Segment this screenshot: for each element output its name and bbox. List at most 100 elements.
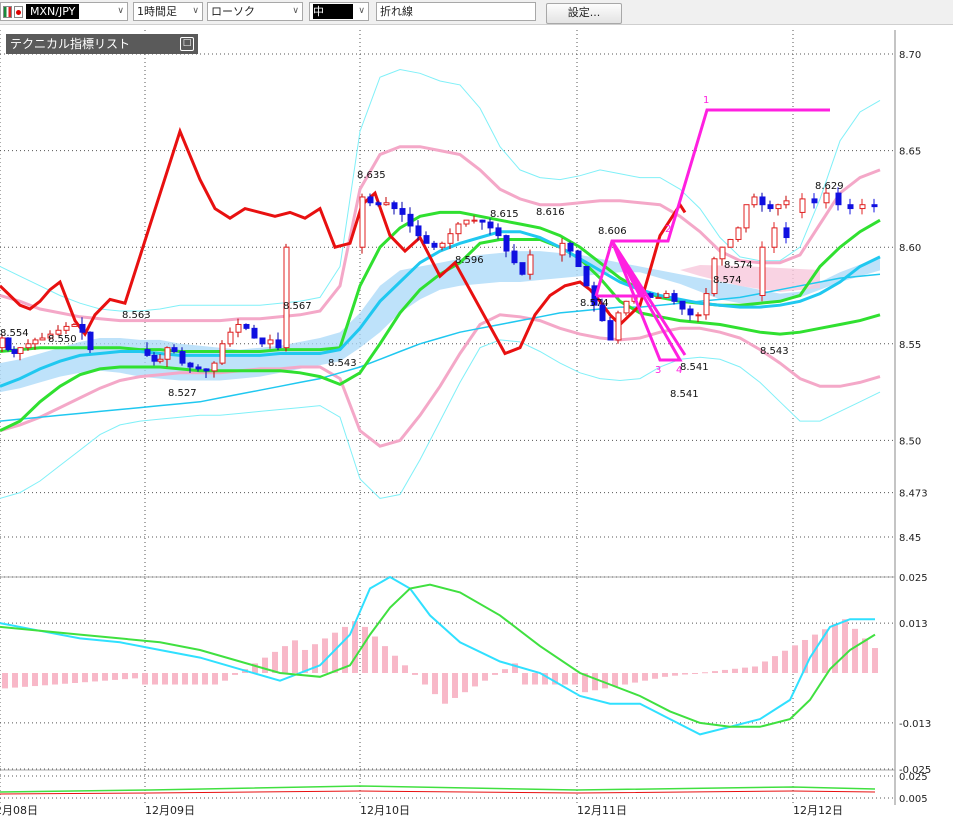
candle-up (219, 343, 226, 364)
price-annotation: 8.574 (580, 298, 609, 309)
candle-down (179, 351, 186, 364)
macd-histogram-bar (692, 673, 698, 674)
candle-up (771, 227, 778, 248)
macd-histogram-bar (122, 673, 128, 680)
settings-button[interactable]: 設定... (546, 3, 622, 24)
macd-histogram-bar (822, 629, 828, 673)
price-annotation: 8.574 (724, 260, 753, 271)
macd-histogram-bar (642, 673, 648, 681)
candle-up (727, 238, 734, 248)
candle-down (431, 242, 438, 248)
sub-y-tick-label: 0.005 (899, 794, 928, 805)
candle-up (711, 258, 718, 295)
macd-histogram-bar (662, 673, 668, 677)
macd-histogram-bar (522, 673, 528, 685)
pattern-label-1: 1 (703, 95, 709, 106)
candle-up (663, 293, 670, 298)
candle-up (55, 329, 62, 335)
candle-down (407, 213, 414, 227)
macd-histogram-bar (352, 621, 358, 673)
indicator-list-title: テクニカル指標リスト (10, 37, 131, 51)
overlay-type-select[interactable]: 折れ線 (376, 2, 536, 21)
candle-up (615, 312, 622, 341)
macd-histogram-bar (312, 644, 318, 673)
candle-up (283, 246, 290, 349)
macd-histogram-bar (592, 673, 598, 691)
candle-up (751, 196, 758, 206)
macd-histogram-bar (412, 673, 418, 675)
macd-histogram-bar (202, 673, 208, 685)
candle-down (171, 347, 178, 353)
candle-up (559, 242, 566, 256)
candle-up (235, 323, 242, 333)
macd-histogram-bar (672, 673, 678, 676)
macd-panel: 0.025 0.013 -0.013 -0.025 (0, 573, 931, 776)
macd-histogram-bar (732, 668, 738, 673)
candle-up (463, 219, 470, 225)
macd-histogram-bar (442, 673, 448, 704)
candle-down (423, 235, 430, 244)
candle-up (211, 362, 218, 372)
candle-up (719, 246, 726, 260)
candle-up (735, 227, 742, 240)
macd-histogram-bar (482, 673, 488, 681)
macd-histogram-bar (142, 673, 148, 685)
macd-histogram-bar (382, 646, 388, 673)
price-annotation: 8.543 (328, 358, 357, 369)
macd-histogram-bar (192, 673, 198, 685)
candle-down (367, 196, 374, 204)
chart-type-select[interactable]: ローソク ∨ (207, 2, 303, 21)
macd-histogram-bar (102, 673, 108, 681)
candle-down (567, 242, 574, 252)
price-annotation: 8.606 (598, 226, 627, 237)
candle-down (759, 196, 766, 206)
macd-histogram-bar (422, 673, 428, 685)
macd-histogram-bar (492, 673, 498, 675)
macd-histogram-bar (512, 663, 518, 673)
candle-up (775, 204, 782, 210)
macd-histogram-bar (322, 638, 328, 673)
macd-histogram-bar (562, 673, 568, 685)
macd-histogram-bar (332, 632, 338, 673)
pattern-label-4: 4 (676, 365, 682, 376)
candle-up (455, 223, 462, 235)
macd-histogram-bar (272, 651, 278, 673)
candle-down (79, 323, 86, 333)
macd-histogram-bar (232, 673, 238, 675)
candle-up (157, 358, 164, 362)
macd-histogram-bar (852, 628, 858, 673)
candle-down (575, 250, 582, 268)
macd-histogram-bar (872, 648, 878, 673)
candle-up (267, 339, 274, 345)
macd-histogram-bar (502, 669, 508, 673)
japan-flag-icon (14, 6, 23, 18)
macd-y-tick-label: -0.013 (899, 719, 931, 730)
bollinger-upper-1 (0, 145, 881, 323)
currency-pair-select[interactable]: MXN/JPY ∨ (0, 2, 128, 21)
candle-up (227, 331, 234, 345)
y-tick-label: 8.473 (899, 489, 928, 500)
minimize-icon[interactable]: □ (180, 37, 194, 51)
macd-histogram-bar (52, 673, 58, 685)
chevron-down-icon: ∨ (117, 6, 124, 16)
candlesticks (0, 187, 878, 379)
macd-histogram-bar (762, 661, 768, 673)
candle-down (375, 202, 382, 206)
macd-histogram-bar (462, 673, 468, 693)
macd-histogram-bar (212, 673, 218, 685)
timeframe-select[interactable]: 1時間足 ∨ (133, 2, 203, 21)
candle-down (5, 337, 12, 351)
candle-down (599, 304, 606, 322)
candle-down (767, 204, 774, 210)
candle-down (259, 337, 266, 345)
macd-histogram-bar (262, 657, 268, 673)
indicator-list-panel[interactable]: テクニカル指標リスト □ (6, 34, 198, 54)
chart-type-label: ローソク (211, 5, 255, 18)
candle-down (687, 308, 694, 316)
candle-down (679, 300, 686, 310)
macd-histogram-bar (152, 673, 158, 685)
chart-size-select[interactable]: 中 ∨ (309, 2, 369, 21)
candle-up (39, 337, 46, 341)
candle-down (195, 366, 202, 370)
